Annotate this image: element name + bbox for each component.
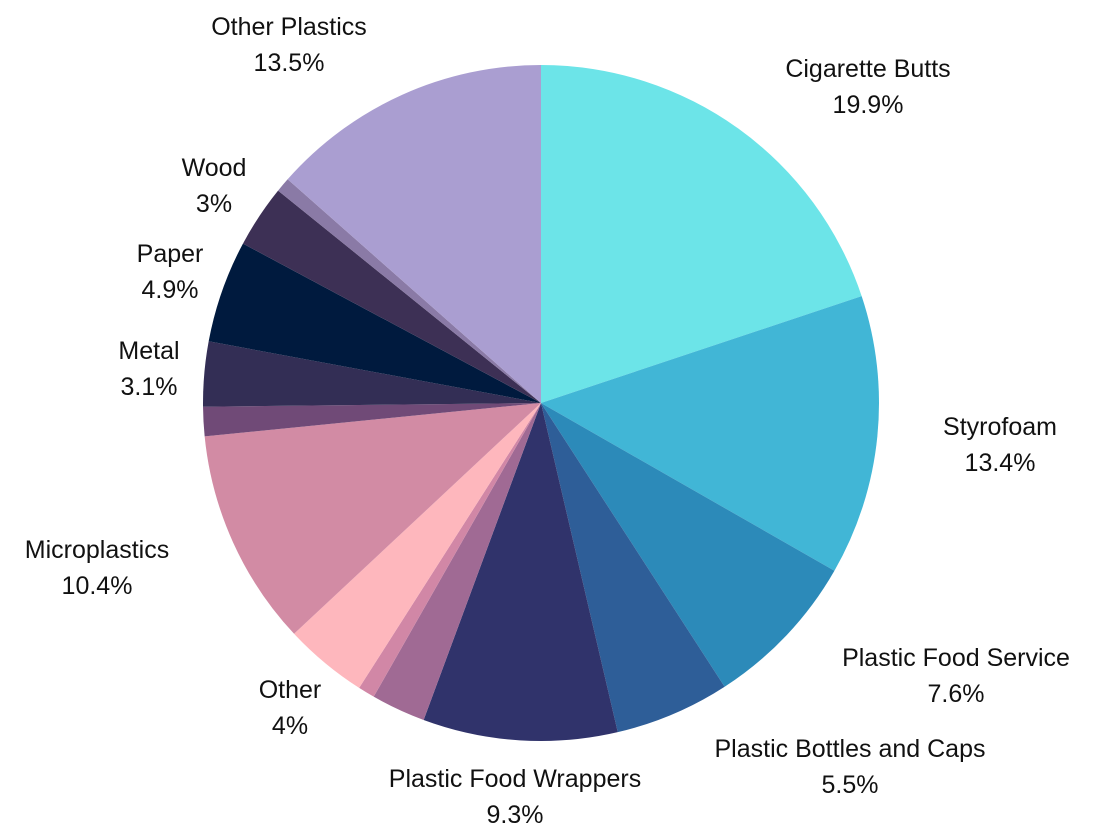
pie-slice-paper — [208, 243, 541, 403]
slice-value-plastic-bottles-and-caps: 5.5% — [822, 771, 879, 799]
slice-label-paper: Paper — [137, 240, 204, 268]
slice-value-styrofoam: 13.4% — [965, 449, 1036, 477]
slice-value-metal: 3.1% — [121, 373, 178, 401]
slice-label-metal: Metal — [118, 337, 179, 365]
pie-slice-unlabeled-13 — [278, 179, 541, 403]
slice-value-other: 4% — [272, 712, 308, 740]
pie-slices — [202, 65, 879, 742]
slice-value-microplastics: 10.4% — [62, 572, 133, 600]
pie-slice-unlabeled-5 — [373, 403, 541, 720]
pie-slice-plastic-bottles-and-caps — [541, 403, 725, 733]
pie-slice-unlabeled-9 — [203, 403, 541, 437]
slice-label-microplastics: Microplastics — [25, 536, 169, 564]
slice-label-plastic-food-service: Plastic Food Service — [842, 644, 1070, 672]
slice-label-other: Other — [259, 676, 322, 704]
slice-value-wood: 3% — [196, 190, 232, 218]
pie-slice-metal — [202, 341, 541, 407]
slice-value-other-plastics: 13.5% — [254, 49, 325, 77]
slice-label-styrofoam: Styrofoam — [943, 413, 1057, 441]
pie-slice-cigarette-butts — [541, 65, 862, 403]
slice-label-cigarette-butts: Cigarette Butts — [785, 55, 950, 83]
pie-slice-wood — [242, 190, 541, 403]
pie-labels: Cigarette Butts 19.9% Styrofoam 13.4% Plasti… — [25, 13, 1070, 829]
pie-slice-plastic-food-wrappers — [423, 403, 618, 742]
slice-label-other-plastics: Other Plastics — [211, 13, 367, 41]
pie-slice-other — [294, 403, 541, 688]
slice-label-plastic-bottles-and-caps: Plastic Bottles and Caps — [715, 735, 986, 763]
pie-slice-unlabeled-6 — [359, 403, 541, 697]
slice-value-plastic-food-service: 7.6% — [928, 680, 985, 708]
pie-slice-microplastics — [204, 403, 541, 634]
pie-slice-other-plastics — [287, 65, 541, 403]
pie-slice-styrofoam — [541, 296, 879, 571]
pie-slice-plastic-food-service — [541, 403, 835, 687]
slice-value-paper: 4.9% — [142, 276, 199, 304]
slice-value-plastic-food-wrappers: 9.3% — [487, 801, 544, 829]
slice-label-plastic-food-wrappers: Plastic Food Wrappers — [389, 765, 641, 793]
slice-label-wood: Wood — [182, 154, 247, 182]
slice-value-cigarette-butts: 19.9% — [833, 91, 904, 119]
